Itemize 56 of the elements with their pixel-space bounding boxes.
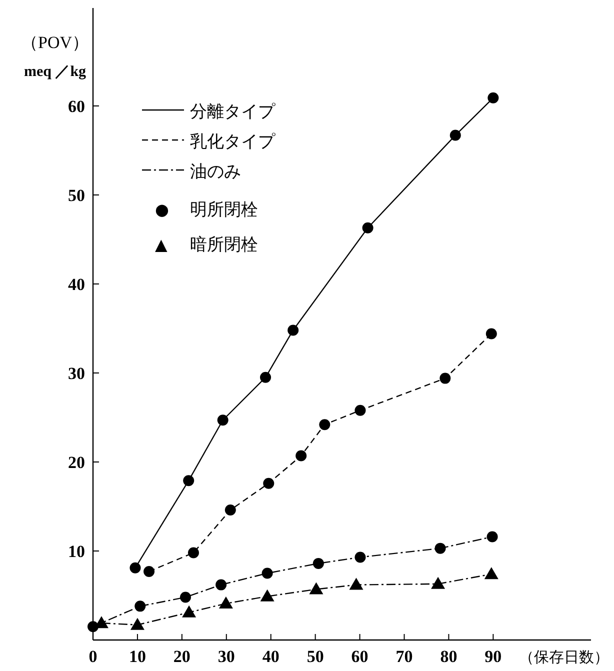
legend-label: 分離タイプ (190, 102, 276, 121)
y-axis-title: （POV） meq ／kg (20, 33, 90, 80)
point (354, 552, 366, 563)
legend-label: 油のみ (190, 162, 241, 181)
point (130, 562, 141, 574)
point (217, 414, 228, 426)
point (182, 605, 196, 618)
point (218, 596, 233, 609)
point (144, 566, 155, 577)
point (296, 450, 307, 462)
point (134, 600, 146, 612)
x-tick-label: 70 (396, 647, 413, 666)
point (440, 372, 451, 384)
point (260, 372, 272, 383)
point (288, 324, 299, 336)
legend-label: 乳化タイプ (190, 132, 276, 151)
x-tick-label: 30 (218, 647, 235, 666)
y-tick-label: 50 (68, 186, 85, 205)
point (319, 419, 330, 430)
point (349, 578, 364, 590)
point (362, 222, 374, 234)
x-tick-label: 80 (440, 647, 458, 666)
point (180, 592, 191, 603)
point (224, 504, 236, 516)
point (183, 475, 194, 486)
y-tick-label: 20 (68, 452, 85, 472)
point (488, 92, 499, 104)
point (484, 567, 498, 580)
point (188, 547, 199, 558)
x-tick-label: 0 (88, 647, 98, 666)
x-tick-label: 20 (173, 647, 190, 666)
y-tick-label: 40 (68, 274, 85, 294)
y-tick-label: 60 (68, 96, 85, 116)
point (354, 404, 366, 416)
x-axis-title: （保存日数） (519, 649, 609, 666)
point (431, 576, 446, 589)
point (260, 589, 274, 602)
x-tick-label: 50 (306, 647, 324, 666)
x-tick-label: 90 (484, 647, 502, 666)
text: ▲ 暗所閉栓 (155, 235, 258, 254)
point (450, 130, 461, 141)
y-tick-label: 30 (68, 364, 85, 383)
point (262, 568, 273, 579)
x-tick-label: 10 (128, 647, 146, 666)
point (216, 579, 227, 590)
y-tick-label: 10 (68, 542, 85, 561)
point (312, 558, 324, 569)
point (309, 582, 324, 594)
point (486, 328, 497, 340)
x-tick-label: 60 (351, 647, 368, 666)
text: ● 明所閉栓 (155, 200, 258, 219)
point (486, 531, 498, 542)
point (263, 478, 274, 489)
x-tick-label: 40 (262, 647, 280, 666)
point (130, 618, 144, 630)
point (434, 542, 446, 554)
